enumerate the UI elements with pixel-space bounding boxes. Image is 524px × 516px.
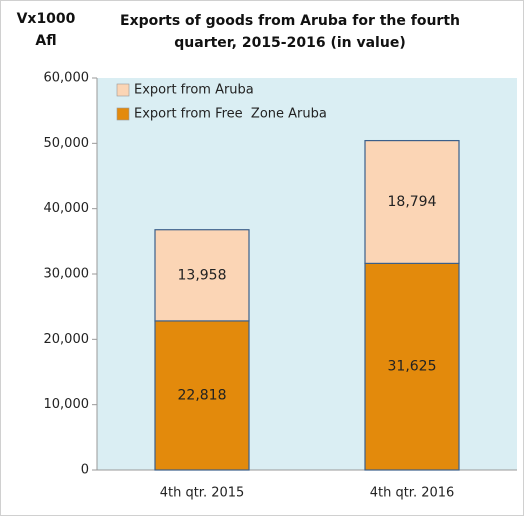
y-tick-label: 10,000 [44,397,90,412]
bar-segment [364,139,460,264]
chart-title: Exports of goods from Aruba for the four… [120,13,460,51]
value-label: 13,958 [178,267,227,283]
y-tick-label: 40,000 [44,201,90,216]
value-label: 31,625 [388,359,437,375]
x-tick-label: 4th qtr. 2015 [160,486,245,501]
bar-segment [364,262,460,471]
value-label: 18,794 [388,194,437,210]
y-axis-label: Vx1000 Afl [16,11,76,49]
y-tick-label: 20,000 [44,332,90,347]
y-tick-label: 50,000 [44,136,90,151]
bar-segment [154,229,250,322]
y-tick-label: 60,000 [44,71,90,86]
legend-swatch [116,107,130,121]
x-tick-label: 4th qtr. 2016 [370,486,455,501]
bar-segment [154,320,250,471]
y-tick-label: 0 [81,463,89,478]
legend-label: Export from Aruba [134,83,254,98]
legend-swatch [116,83,130,97]
y-tick-label: 30,000 [44,267,90,282]
value-label: 22,818 [178,387,227,403]
legend-label: Export from Free Zone Aruba [134,107,327,122]
